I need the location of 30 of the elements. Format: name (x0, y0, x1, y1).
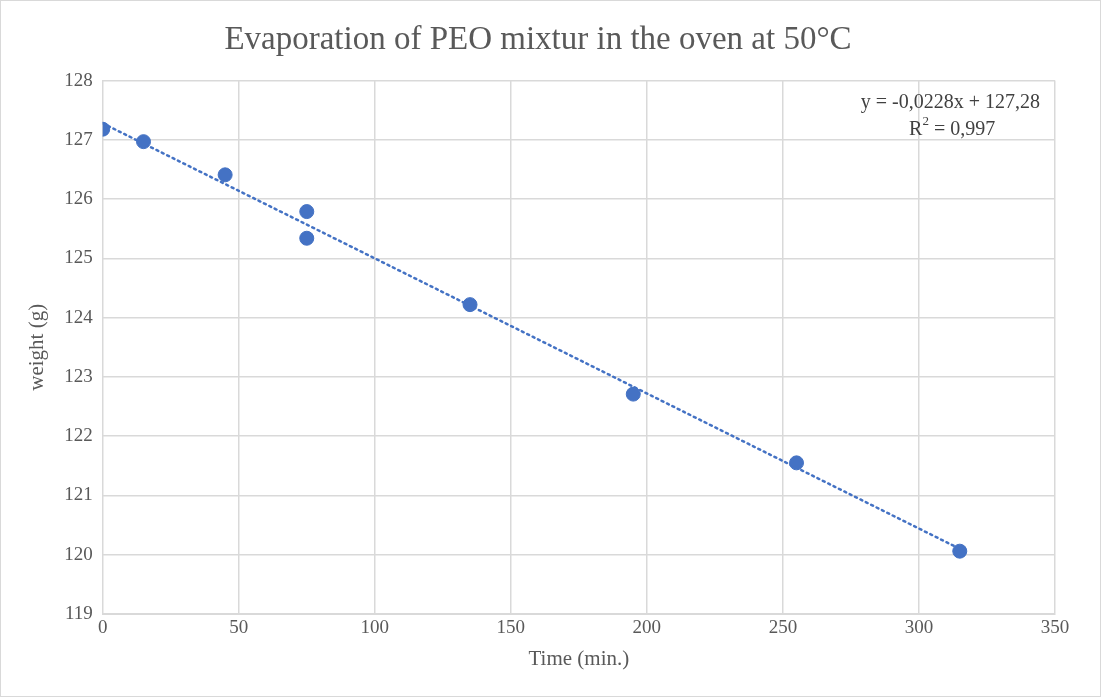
y-tick-label: 120 (64, 542, 93, 564)
y-tick-label: 125 (64, 246, 93, 268)
x-tick-label: 350 (1040, 616, 1070, 638)
point (789, 455, 805, 471)
annotation: y = -0,0228x + 127,28 (860, 89, 1040, 113)
point (462, 297, 478, 313)
x-tick-label: 100 (360, 616, 390, 638)
y-tick-label: 127 (64, 127, 93, 149)
point (217, 167, 233, 183)
point (952, 543, 968, 559)
point (136, 134, 152, 150)
point (625, 386, 641, 402)
y-tick-label: 123 (64, 364, 93, 386)
y-axis-title: weight (g) (24, 303, 49, 391)
chart-title: Evaporation of PEO mixtur in the oven at 50°C (224, 20, 852, 57)
x-axis-title: Time (min.) (528, 645, 630, 670)
x-tick-label: 300 (904, 616, 934, 638)
x-tick-label: 250 (768, 616, 798, 638)
x-tick-label: 200 (632, 616, 662, 638)
y-tick-label: 126 (64, 187, 93, 209)
point (299, 204, 315, 220)
point (299, 230, 315, 246)
y-tick-label: 119 (64, 601, 93, 623)
y-tick-label: 128 (64, 68, 93, 90)
x-tick-label: 0 (97, 616, 108, 638)
y-tick-label: 121 (64, 483, 93, 505)
y-tick-label: 124 (64, 305, 94, 327)
x-tick-label: 150 (496, 616, 526, 638)
y-tick-label: 122 (64, 424, 93, 446)
x-tick-label: 50 (229, 616, 249, 638)
